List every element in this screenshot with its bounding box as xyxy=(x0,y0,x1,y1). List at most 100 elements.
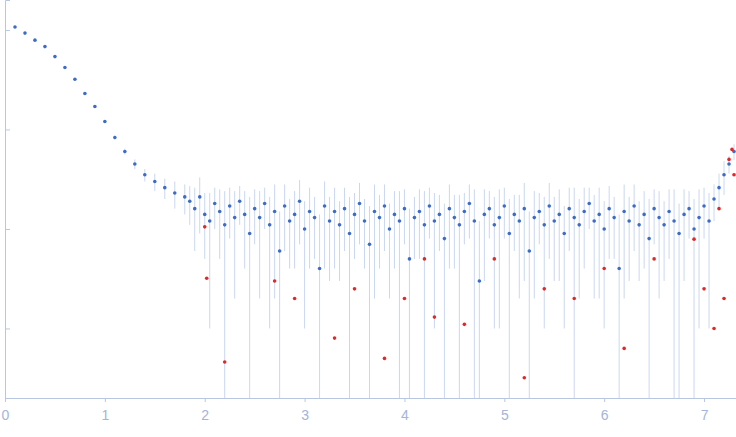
point xyxy=(572,216,576,220)
point xyxy=(218,210,222,214)
point xyxy=(657,216,661,220)
error-bar xyxy=(514,195,515,251)
error-bar xyxy=(504,188,505,239)
error-bar xyxy=(484,189,485,281)
error-bar xyxy=(619,214,620,398)
y-tick xyxy=(5,229,10,230)
point xyxy=(498,216,502,220)
error-bar xyxy=(519,195,520,299)
point xyxy=(93,105,97,109)
point xyxy=(647,237,651,241)
point xyxy=(687,207,691,211)
point xyxy=(193,207,197,211)
point xyxy=(103,120,107,124)
point xyxy=(263,202,267,206)
error-bar xyxy=(359,183,360,244)
point xyxy=(333,210,337,214)
error-bar xyxy=(439,195,440,251)
point xyxy=(258,216,262,220)
point xyxy=(637,223,641,227)
error-bar xyxy=(249,197,250,398)
point xyxy=(727,158,731,162)
x-tick-mark xyxy=(105,398,106,402)
error-bar xyxy=(364,199,365,269)
point xyxy=(268,223,272,227)
point xyxy=(473,219,477,223)
point xyxy=(730,148,734,152)
point xyxy=(547,204,551,208)
error-bar xyxy=(429,188,430,239)
error-bar xyxy=(544,197,545,329)
error-bar xyxy=(199,177,200,233)
point xyxy=(542,223,546,227)
x-tick-mark xyxy=(404,398,405,402)
x-tick: 6 xyxy=(601,398,609,423)
point xyxy=(338,223,342,227)
point xyxy=(443,237,447,241)
point xyxy=(273,279,277,283)
point xyxy=(642,213,646,217)
error-bars xyxy=(15,27,734,398)
point xyxy=(383,204,387,208)
x-tick-label: 4 xyxy=(401,407,409,423)
point xyxy=(712,327,716,331)
error-bar xyxy=(569,188,570,251)
point xyxy=(493,257,497,261)
point xyxy=(203,213,207,217)
points xyxy=(203,148,736,380)
error-bar xyxy=(174,181,175,208)
error-bar xyxy=(614,197,615,259)
error-bar xyxy=(414,197,415,259)
point xyxy=(617,267,621,271)
point xyxy=(717,186,721,190)
point xyxy=(183,195,187,199)
point xyxy=(223,223,227,227)
error-bar xyxy=(189,186,190,225)
point xyxy=(303,227,307,231)
error-bar xyxy=(524,183,525,281)
point xyxy=(13,25,17,29)
error-bar xyxy=(599,188,600,299)
error-bar xyxy=(234,191,235,298)
error-bar xyxy=(559,189,560,281)
x-tick-label: 0 xyxy=(2,407,10,423)
point xyxy=(238,199,242,203)
point xyxy=(652,207,656,211)
point xyxy=(478,279,482,283)
point xyxy=(517,219,521,223)
point xyxy=(413,216,417,220)
error-bar xyxy=(464,193,465,244)
point xyxy=(692,227,696,231)
point xyxy=(537,210,541,214)
error-bar xyxy=(564,206,565,328)
point xyxy=(607,207,611,211)
point xyxy=(318,267,322,271)
point xyxy=(632,204,636,208)
error-bar xyxy=(184,184,185,214)
point xyxy=(712,197,716,201)
error-bar xyxy=(499,189,500,328)
error-bar xyxy=(394,191,395,268)
point xyxy=(418,210,422,214)
point xyxy=(438,213,442,217)
error-bar xyxy=(239,186,240,225)
x-tick: 4 xyxy=(401,398,409,423)
point xyxy=(313,216,317,220)
error-bar xyxy=(479,221,480,398)
error-bar xyxy=(284,184,285,251)
error-bar xyxy=(624,184,625,298)
error-bar xyxy=(244,191,245,268)
point xyxy=(428,204,432,208)
x-tick-label: 6 xyxy=(601,407,609,423)
error-bar xyxy=(354,193,355,259)
error-bar xyxy=(389,204,390,299)
y-tick-mark xyxy=(5,129,10,130)
error-bar xyxy=(469,184,470,238)
error-bar xyxy=(264,188,265,229)
error-bar xyxy=(644,191,645,268)
point xyxy=(63,66,67,70)
point xyxy=(243,213,247,217)
point xyxy=(587,202,591,206)
error-bar xyxy=(279,211,280,398)
point xyxy=(677,232,681,236)
